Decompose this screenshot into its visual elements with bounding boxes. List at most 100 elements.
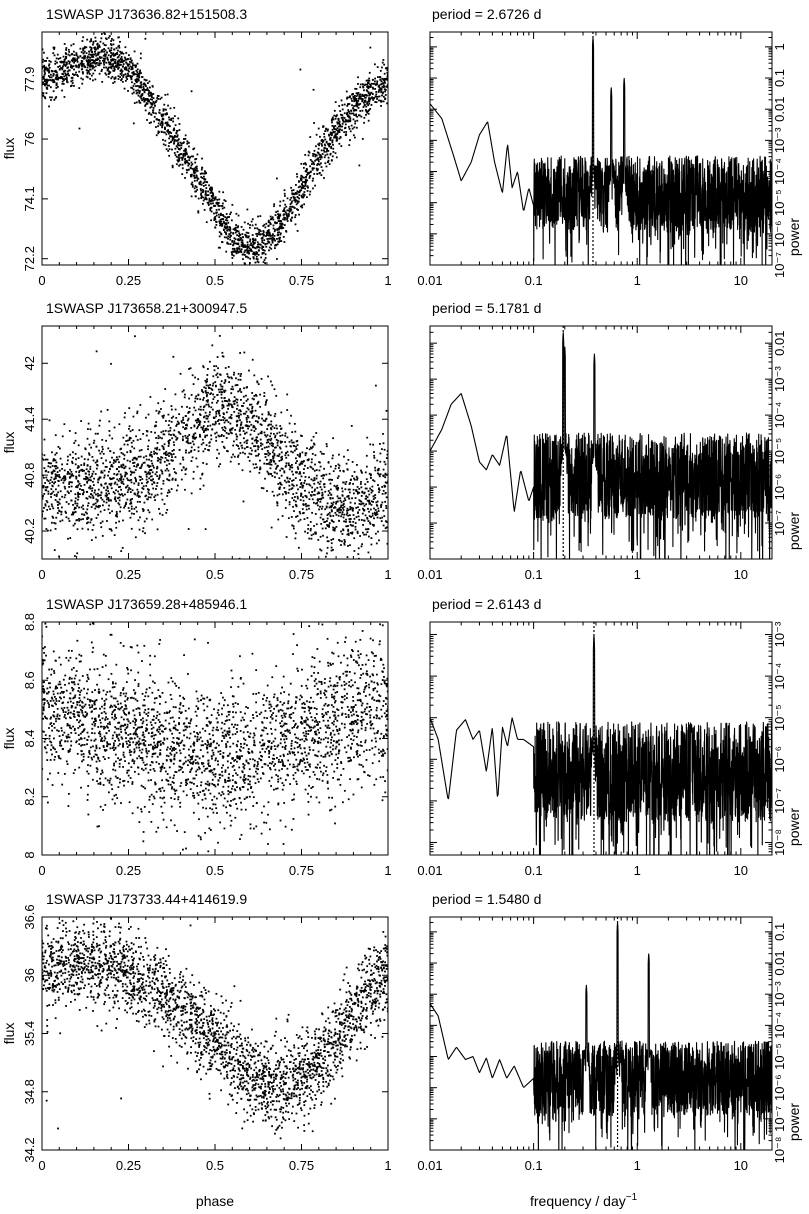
data-point (208, 187, 211, 190)
data-point (177, 142, 180, 145)
data-point (252, 257, 255, 260)
data-point (236, 249, 239, 252)
data-point (252, 415, 254, 418)
data-point (383, 515, 386, 518)
data-point (52, 52, 55, 55)
data-point (343, 103, 346, 106)
data-point (206, 434, 208, 437)
data-point (257, 228, 260, 231)
data-point (232, 440, 235, 443)
data-point (313, 122, 315, 124)
data-point (192, 155, 194, 158)
data-point (106, 409, 109, 411)
data-point (156, 528, 159, 531)
data-point (107, 67, 110, 70)
data-point (238, 239, 240, 242)
data-point (275, 438, 278, 441)
data-point (290, 488, 293, 490)
data-point (381, 77, 384, 80)
data-point (204, 171, 207, 174)
data-point (126, 443, 129, 446)
data-point (193, 449, 196, 451)
data-point (81, 489, 83, 491)
data-point (180, 153, 183, 155)
data-point (193, 169, 196, 172)
data-point (64, 69, 67, 72)
data-point (146, 488, 149, 491)
data-point (214, 420, 217, 423)
data-point (380, 91, 382, 93)
data-point (253, 426, 256, 429)
data-point (349, 507, 352, 510)
data-point (342, 481, 345, 484)
data-point (116, 515, 119, 518)
data-point (44, 517, 47, 520)
data-point (341, 114, 344, 117)
data-point (219, 388, 222, 391)
data-point (300, 495, 302, 497)
data-point (130, 59, 133, 62)
data-point (276, 210, 279, 213)
data-point (90, 40, 92, 42)
data-point (362, 101, 365, 104)
data-point (141, 508, 144, 510)
data-point (314, 159, 317, 162)
data-point (224, 226, 227, 229)
data-point (372, 498, 375, 501)
data-point (87, 58, 90, 61)
data-point (253, 439, 256, 442)
data-point (98, 62, 100, 65)
data-point (255, 253, 258, 255)
data-point (168, 148, 171, 151)
data-point (305, 179, 307, 182)
data-point (311, 167, 314, 170)
data-point (291, 216, 294, 219)
data-point (312, 152, 314, 155)
data-point (72, 474, 75, 477)
data-point (108, 512, 111, 514)
data-point (173, 468, 175, 470)
data-point (53, 80, 56, 83)
data-point (250, 248, 253, 251)
data-point (299, 462, 302, 465)
data-point (326, 514, 329, 517)
data-point (281, 493, 284, 496)
data-point (302, 166, 305, 169)
data-point (90, 539, 93, 542)
data-point (153, 496, 156, 499)
data-point (362, 531, 364, 534)
data-point (173, 471, 176, 474)
data-point (190, 90, 193, 93)
data-point (337, 509, 339, 512)
data-point (178, 154, 181, 157)
data-point (139, 438, 142, 441)
data-point (119, 76, 122, 79)
data-point (186, 435, 189, 438)
data-point (365, 79, 368, 82)
data-point (129, 516, 132, 519)
data-point (46, 84, 49, 87)
data-point (356, 119, 359, 122)
data-point (353, 550, 356, 552)
data-point (144, 471, 147, 473)
data-point (337, 497, 340, 500)
data-point (91, 529, 94, 531)
data-point (52, 516, 55, 519)
data-point (255, 257, 258, 260)
data-point (105, 459, 107, 462)
data-point (120, 63, 122, 66)
data-point (279, 236, 281, 239)
data-point (110, 77, 113, 80)
data-point (188, 168, 190, 171)
data-point (208, 197, 211, 200)
data-point (179, 462, 182, 465)
data-point (204, 434, 207, 437)
data-point (167, 479, 170, 481)
data-point (250, 242, 253, 245)
data-point (162, 448, 165, 451)
data-point (257, 445, 260, 448)
data-point (356, 102, 359, 105)
data-point (253, 414, 256, 417)
data-point (185, 467, 188, 470)
data-point (296, 454, 299, 456)
